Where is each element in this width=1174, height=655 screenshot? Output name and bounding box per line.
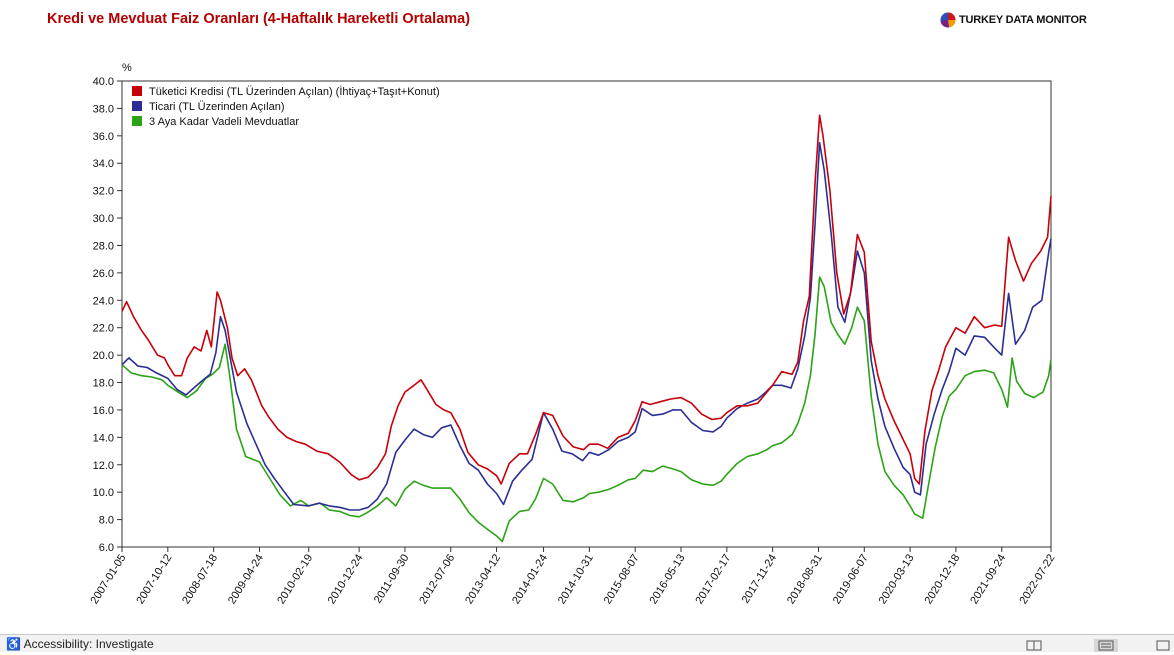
x-tick-label: 2022-07-22 bbox=[1018, 552, 1058, 606]
legend-label: Tüketici Kredisi (TL Üzerinden Açılan) (… bbox=[149, 85, 440, 98]
legend-swatch bbox=[132, 86, 142, 96]
x-tick-label: 2019-06-07 bbox=[831, 552, 871, 606]
x-tick-label: 2014-01-24 bbox=[510, 552, 550, 606]
y-axis: 40.0 38.0 36.0 34.0 32.0 30.0 28.0 26.0 24.0 22.0… bbox=[93, 76, 122, 554]
page-layout-view-button[interactable] bbox=[1094, 639, 1118, 652]
brand-name-bold: MONITOR bbox=[1036, 14, 1087, 26]
legend-label: Ticari (TL Üzerinden Açılan) bbox=[149, 101, 285, 113]
x-tick-label: 2007-10-12 bbox=[134, 552, 174, 606]
x-tick-label: 2013-04-12 bbox=[463, 552, 503, 606]
status-bar: ♿ Accessibility: Investigate bbox=[0, 634, 1174, 652]
x-tick-label: 2011-09-30 bbox=[372, 552, 412, 605]
chart-title: Kredi ve Mevduat Faiz Oranları (4-Haftal… bbox=[47, 11, 471, 27]
y-tick-label: 16.0 bbox=[93, 405, 114, 417]
series-line-3 bbox=[121, 276, 1052, 543]
y-tick-label: 6.0 bbox=[99, 542, 114, 554]
normal-view-icon bbox=[1026, 640, 1042, 651]
y-tick-label: 32.0 bbox=[93, 186, 114, 198]
page-break-view-button[interactable] bbox=[1154, 639, 1174, 652]
normal-view-button[interactable] bbox=[1022, 639, 1046, 652]
line-chart: % 40.0 38.0 36.0 34.0 32.0 30.0 28.0 26.0 24.0 22… bbox=[89, 62, 1058, 606]
x-tick-label: 2009-04-24 bbox=[226, 552, 266, 606]
y-tick-label: 22.0 bbox=[93, 323, 114, 335]
plot-area bbox=[121, 80, 1052, 548]
x-tick-label: 2018-08-31 bbox=[785, 552, 825, 606]
accessibility-icon: ♿ bbox=[6, 637, 24, 651]
series-line-1 bbox=[121, 114, 1052, 485]
x-tick-label: 2008-07-18 bbox=[180, 552, 220, 606]
accessibility-label: Accessibility: Investigate bbox=[23, 637, 154, 651]
x-tick-label: 2021-09-24 bbox=[968, 552, 1008, 606]
y-axis-label: % bbox=[122, 62, 132, 74]
page-break-icon bbox=[1156, 640, 1170, 651]
legend-swatch bbox=[132, 101, 142, 111]
y-tick-label: 38.0 bbox=[93, 103, 114, 115]
y-tick-label: 12.0 bbox=[93, 460, 114, 472]
y-tick-label: 30.0 bbox=[93, 213, 114, 225]
accessibility-status[interactable]: ♿ Accessibility: Investigate bbox=[6, 637, 154, 651]
x-tick-label: 2010-02-19 bbox=[275, 552, 315, 606]
y-tick-label: 26.0 bbox=[93, 268, 114, 280]
globe-icon bbox=[940, 12, 956, 28]
legend: Tüketici Kredisi (TL Üzerinden Açılan) (… bbox=[132, 85, 440, 128]
x-tick-label: 2017-11-24 bbox=[740, 552, 780, 605]
x-tick-label: 2020-12-18 bbox=[922, 552, 962, 606]
y-tick-label: 36.0 bbox=[93, 131, 114, 143]
y-tick-label: 10.0 bbox=[93, 487, 114, 499]
x-tick-label: 2010-12-24 bbox=[326, 552, 366, 606]
x-axis: 2007-01-05 2007-10-12 2008-07-18 2009-04-24… bbox=[89, 547, 1058, 606]
x-tick-label: 2007-01-05 bbox=[89, 552, 129, 606]
brand-logo: TURKEY DATA MONITOR bbox=[940, 12, 1087, 28]
series-line-2 bbox=[121, 141, 1052, 511]
x-tick-label: 2016-05-13 bbox=[648, 552, 688, 606]
brand-name: TURKEY DATA MONITOR bbox=[959, 14, 1087, 26]
page-layout-icon bbox=[1098, 640, 1114, 651]
y-tick-label: 14.0 bbox=[93, 432, 114, 444]
y-tick-label: 8.0 bbox=[99, 515, 114, 527]
y-tick-label: 20.0 bbox=[93, 350, 114, 362]
y-tick-label: 40.0 bbox=[93, 76, 114, 88]
y-tick-label: 18.0 bbox=[93, 378, 114, 390]
legend-label: 3 Aya Kadar Vadeli Mevduatlar bbox=[149, 116, 299, 128]
x-tick-label: 2012-07-06 bbox=[417, 552, 457, 606]
legend-swatch bbox=[132, 116, 142, 126]
y-tick-label: 24.0 bbox=[93, 295, 114, 307]
x-tick-label: 2020-03-13 bbox=[877, 552, 917, 606]
series-lines bbox=[121, 114, 1052, 543]
x-tick-label: 2014-10-31 bbox=[556, 552, 596, 606]
x-tick-label: 2015-08-07 bbox=[602, 552, 642, 606]
brand-name-regular: TURKEY DATA bbox=[959, 14, 1037, 26]
x-tick-label: 2017-02-17 bbox=[693, 552, 733, 606]
y-tick-label: 34.0 bbox=[93, 158, 114, 170]
y-tick-label: 28.0 bbox=[93, 240, 114, 252]
